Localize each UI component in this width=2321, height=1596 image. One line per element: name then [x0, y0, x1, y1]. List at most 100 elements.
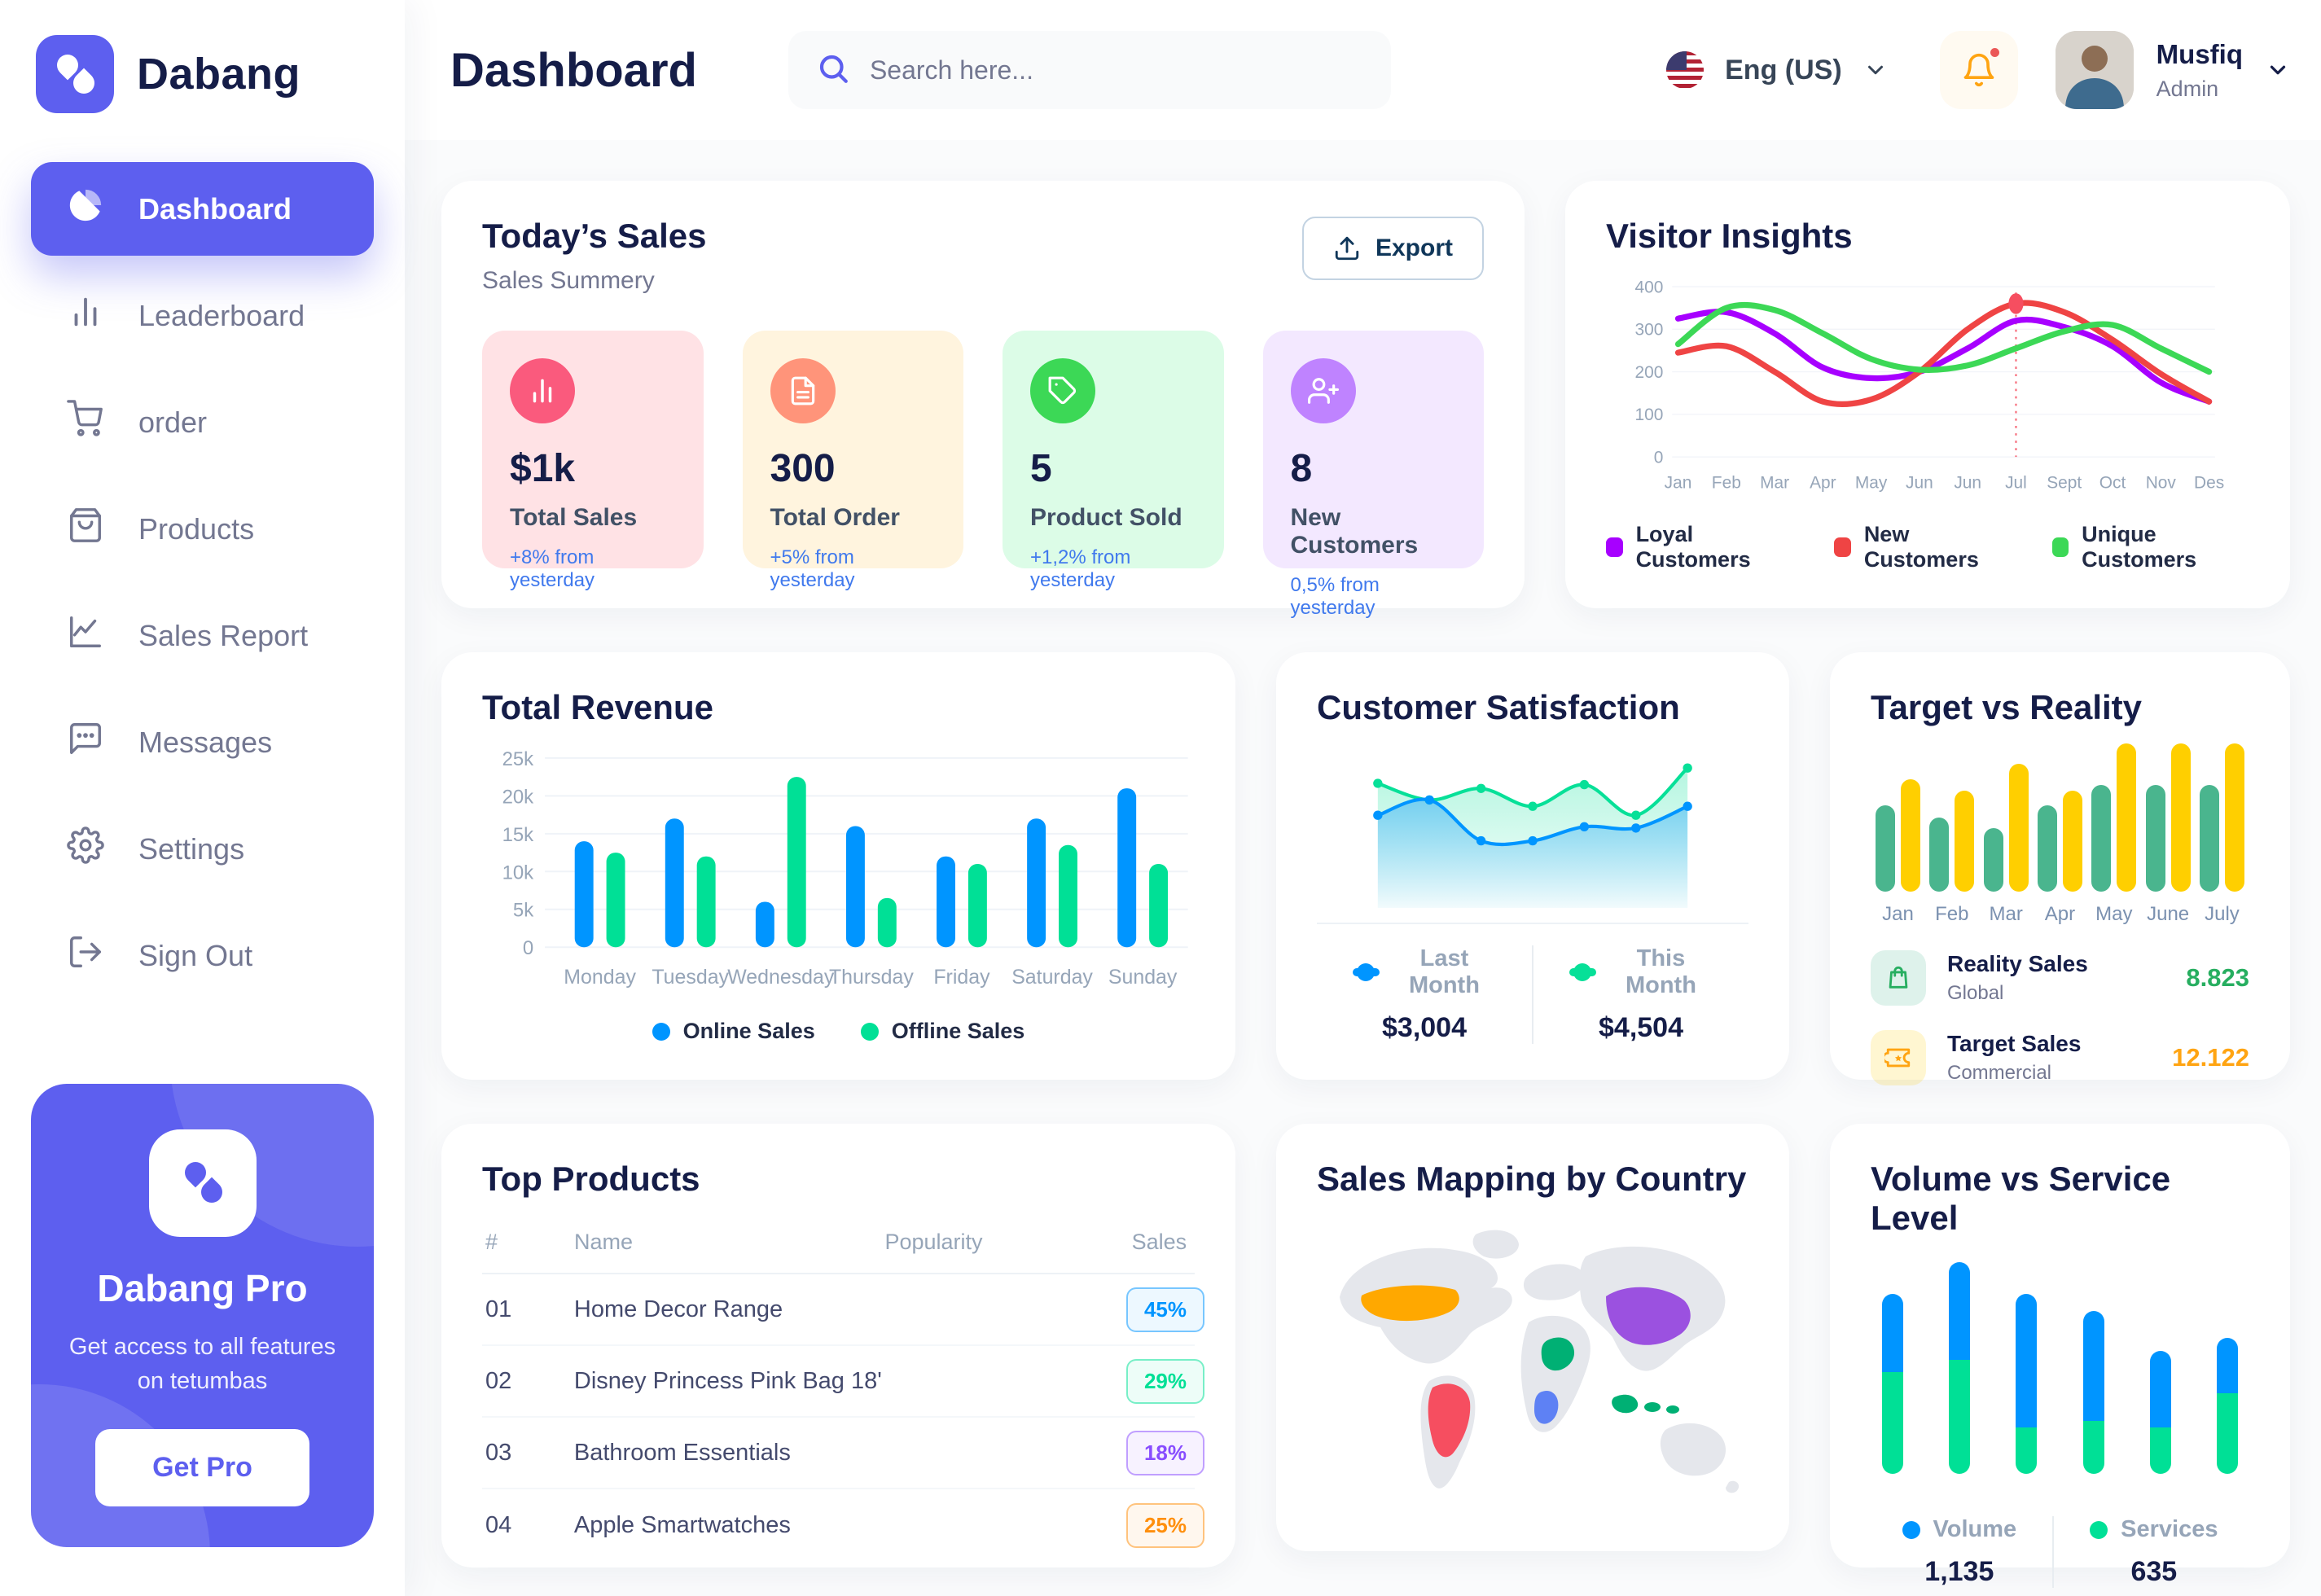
target-reality-bar-group: June	[2145, 740, 2191, 926]
legend-label: Unique Customers	[2082, 522, 2197, 572]
country-brazil[interactable]	[1428, 1383, 1471, 1458]
svg-text:200: 200	[1634, 363, 1663, 382]
stat-label: Total Sales	[510, 504, 638, 531]
svg-text:Friday: Friday	[933, 966, 990, 989]
sidebar-item-sales-report[interactable]: Sales Report	[31, 589, 374, 682]
stat-card-product-sold: 5 Product Sold +1,2% from yesterday	[1003, 331, 1224, 591]
dabang-pro-logo-icon	[148, 1129, 257, 1237]
target-sales-legend: Target Sales Commercial 12.122	[1871, 1030, 2249, 1085]
export-label: Export	[1375, 235, 1453, 261]
sidebar-item-order[interactable]: order	[31, 375, 374, 469]
stat-delta: 0,5% from yesterday	[1290, 574, 1380, 619]
shopping-cart-icon	[67, 400, 104, 445]
user-name: Musfiq	[2156, 38, 2243, 69]
product-name: Bathroom Essentials	[573, 1439, 791, 1466]
bell-icon	[1963, 53, 1994, 87]
stat-delta: +1,2% from yesterday	[1030, 546, 1131, 591]
sidebar-item-settings[interactable]: Settings	[31, 802, 374, 896]
volume-vs-service-title: Volume vs Service Level	[1871, 1160, 2171, 1237]
chevron-down-icon	[2270, 65, 2286, 75]
avatar	[2055, 31, 2134, 109]
svg-text:Thursday: Thursday	[829, 966, 914, 989]
export-button[interactable]: Export	[1301, 217, 1484, 280]
column-header: Popularity	[884, 1230, 983, 1254]
product-number: 02	[485, 1367, 512, 1394]
legend-marker	[1353, 968, 1380, 976]
user-role: Admin	[2156, 76, 2219, 101]
svg-text:Des: Des	[2194, 473, 2224, 492]
country-saudi-arabia[interactable]	[1541, 1337, 1575, 1371]
svg-text:400: 400	[1634, 278, 1663, 296]
svg-text:Jan: Jan	[1665, 473, 1692, 492]
sales-mapping-card: Sales Mapping by Country	[1276, 1124, 1789, 1551]
notifications-button[interactable]	[1939, 31, 2018, 109]
volume-vs-service-chart	[1871, 1262, 2249, 1474]
svg-text:Mar: Mar	[1760, 473, 1789, 492]
sidebar-item-label: Messages	[138, 725, 273, 759]
sales-badge: 25%	[1126, 1502, 1204, 1548]
todays-sales-subtitle: Sales Summery	[482, 267, 655, 294]
country-china[interactable]	[1606, 1287, 1691, 1345]
get-pro-button[interactable]: Get Pro	[95, 1429, 309, 1506]
sales-badge: 29%	[1126, 1358, 1204, 1404]
stat-label: New Customers	[1290, 504, 1419, 559]
sidebar-item-label: Leaderboard	[138, 298, 305, 332]
target-reality-bar-group: May	[2091, 740, 2137, 926]
todays-sales-title: Today’s Sales	[482, 217, 707, 255]
visitor-insights-legend: Loyal Customers New Customers Unique Cus…	[1606, 522, 2249, 572]
legend-marker	[1569, 968, 1596, 976]
reality-sales-legend: Reality Sales Global 8.823	[1871, 950, 2249, 1006]
sidebar-item-products[interactable]: Products	[31, 482, 374, 576]
sidebar-nav: Dashboard Leaderboard order Products Sal…	[31, 162, 374, 1002]
table-row: 01 Home Decor Range 45%	[482, 1274, 1204, 1346]
product-number: 04	[485, 1511, 512, 1538]
stat-value: $1k	[510, 447, 576, 490]
visitor-insights-title: Visitor Insights	[1606, 217, 1853, 255]
svg-text:Saturday: Saturday	[1011, 966, 1093, 989]
svg-text:Jun: Jun	[1906, 473, 1933, 492]
language-selector[interactable]: Eng (US)	[1666, 51, 1888, 89]
sidebar-item-label: Products	[138, 511, 255, 546]
volume-vs-service-legend: Volume 1,135 Services 635	[1871, 1516, 2249, 1588]
table-header-row: # Name Popularity Sales	[482, 1220, 1195, 1274]
legend-swatch	[1902, 1520, 1920, 1539]
column-header: Name	[574, 1230, 634, 1254]
product-name: Apple Smartwatches	[573, 1511, 791, 1538]
bag-icon	[1871, 950, 1926, 1006]
search-box	[788, 31, 1391, 109]
stat-label: Total Order	[770, 504, 900, 531]
customer-satisfaction-chart	[1373, 763, 1692, 909]
sidebar-item-label: Dashboard	[138, 191, 292, 226]
legend-swatch	[2090, 1520, 2108, 1539]
column-header: Sales	[1131, 1230, 1187, 1254]
country-indonesia[interactable]	[1612, 1394, 1679, 1414]
search-input[interactable]	[869, 55, 1363, 86]
svg-text:Apr: Apr	[1810, 473, 1836, 492]
legend-label: Volume	[1933, 1516, 2017, 1542]
profile-menu[interactable]: Musfiq Admin	[2055, 31, 2290, 109]
svg-text:15k: 15k	[502, 824, 534, 846]
legend-swatch	[652, 1022, 670, 1041]
legend-label: Online Sales	[682, 1019, 815, 1043]
dabang-pro-card: Dabang Pro Get access to all features on…	[31, 1083, 374, 1547]
sales-badge: 45%	[1126, 1287, 1204, 1332]
legend-label: Services	[2121, 1516, 2218, 1542]
svg-text:Wednesday: Wednesday	[727, 966, 835, 989]
bar-chart-icon	[67, 293, 104, 338]
sidebar-item-messages[interactable]: Messages	[31, 695, 374, 789]
stat-value: 8	[1290, 447, 1313, 490]
sidebar-item-dashboard[interactable]: Dashboard	[31, 162, 374, 256]
svg-text:300: 300	[1634, 321, 1663, 340]
svg-text:Jul: Jul	[2005, 473, 2027, 492]
product-number: 01	[485, 1296, 512, 1322]
target-vs-reality-chart: Jan Feb Mar Apr May June July	[1871, 743, 2249, 926]
country-dr-congo[interactable]	[1534, 1391, 1559, 1424]
stat-delta: +8% from yesterday	[510, 546, 595, 591]
svg-text:Monday: Monday	[564, 966, 636, 989]
sidebar-item-leaderboard[interactable]: Leaderboard	[31, 269, 374, 362]
country-united-states[interactable]	[1361, 1285, 1459, 1322]
sidebar-item-sign-out[interactable]: Sign Out	[31, 909, 374, 1002]
stat-card-total-order: 300 Total Order +5% from yesterday	[742, 331, 963, 591]
brand-name: Dabang	[137, 50, 301, 99]
